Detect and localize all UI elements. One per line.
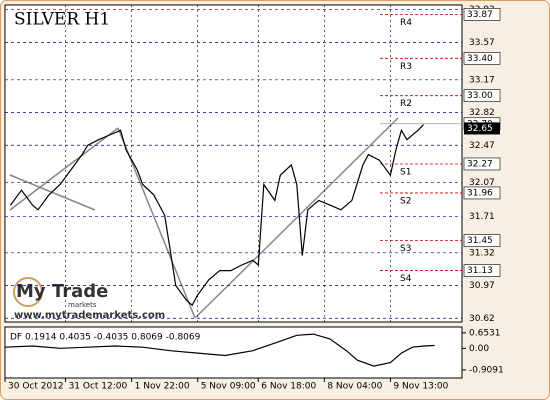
price-line bbox=[4, 333, 435, 367]
level-label: 31.13 bbox=[467, 266, 493, 276]
level-name: S2 bbox=[400, 196, 411, 206]
level-box bbox=[463, 234, 501, 247]
level-name: S4 bbox=[400, 274, 412, 284]
y-tick-label: 33.57 bbox=[469, 38, 495, 48]
x-tick-label: 31 Oct 12:00 bbox=[69, 382, 128, 392]
last-price-label: 32.65 bbox=[467, 124, 493, 134]
level-box bbox=[463, 89, 501, 103]
y-tick-label: 30.62 bbox=[469, 314, 495, 324]
level-name: R3 bbox=[400, 62, 412, 72]
level-label: 31.45 bbox=[467, 236, 493, 246]
trend-lines bbox=[9, 117, 399, 319]
level-label: 32.27 bbox=[467, 159, 493, 169]
x-tick-label: 9 Nov 13:00 bbox=[393, 382, 448, 392]
y-tick-label: 32.47 bbox=[469, 141, 495, 151]
x-tick-label: 6 Nov 18:00 bbox=[261, 382, 316, 392]
y-tick-label: 0.6531 bbox=[469, 328, 501, 338]
x-tick-label: 5 Nov 09:00 bbox=[201, 382, 256, 392]
last-price-box bbox=[464, 122, 500, 135]
level-box bbox=[463, 186, 501, 200]
level-name: R4 bbox=[400, 18, 412, 28]
y-tick-label: 32.07 bbox=[469, 178, 495, 188]
level-label: 33.00 bbox=[467, 91, 493, 101]
y-tick-label: 30.97 bbox=[469, 281, 495, 291]
level-box bbox=[463, 157, 501, 171]
y-tick-label: 33.17 bbox=[469, 75, 495, 85]
logo-name: My Trade bbox=[16, 281, 108, 302]
y-tick-label: 32.82 bbox=[469, 108, 495, 118]
y-tick-label: 31.32 bbox=[469, 248, 495, 258]
level-box bbox=[463, 264, 501, 277]
indicator-title: DF 0.1914 0.4035 -0.4035 0.8069 -0.8069 bbox=[10, 333, 201, 343]
x-tick-label: 30 Oct 2012 bbox=[8, 382, 64, 392]
x-tick-label: 1 Nov 22:00 bbox=[135, 382, 190, 392]
logo: My Trade markets www.mytrademarkets.com bbox=[13, 277, 165, 321]
y-tick-label: -0.9091 bbox=[469, 365, 504, 375]
chart-title: SILVER H1 bbox=[14, 10, 110, 30]
level-name: R2 bbox=[400, 99, 412, 109]
level-label: 33.87 bbox=[467, 10, 493, 20]
level-box bbox=[463, 52, 501, 65]
price-line bbox=[10, 124, 424, 307]
x-tick-label: 8 Nov 04:00 bbox=[327, 382, 382, 392]
level-box bbox=[463, 8, 501, 21]
logo-sub: markets bbox=[68, 301, 97, 309]
level-name: S3 bbox=[400, 244, 411, 254]
level-label: 31.96 bbox=[467, 188, 493, 198]
level-label: 33.40 bbox=[467, 54, 493, 64]
level-name: S1 bbox=[400, 167, 411, 177]
y-tick-label: 31.71 bbox=[469, 212, 495, 222]
y-tick-label: 0.00 bbox=[469, 344, 489, 354]
logo-url: www.mytrademarkets.com bbox=[14, 310, 165, 321]
indicator-panel bbox=[4, 326, 463, 379]
